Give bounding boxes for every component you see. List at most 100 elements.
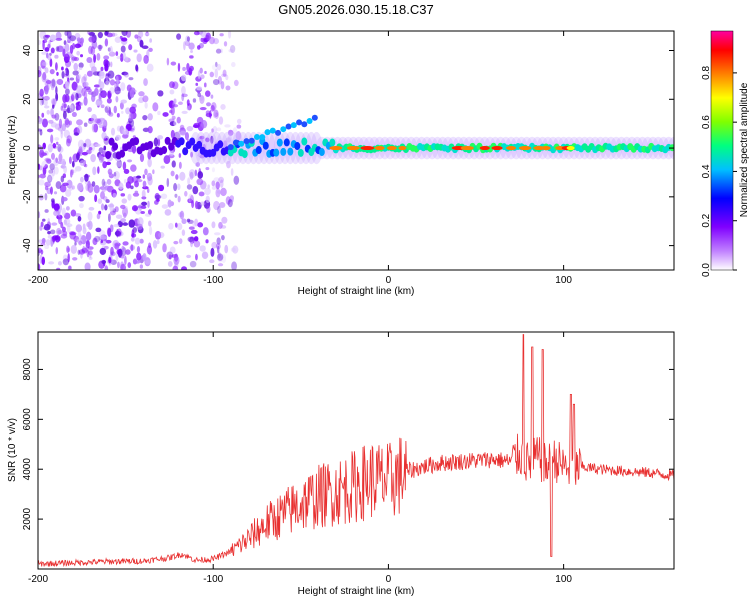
noise-blob [212,38,220,45]
noise-blob [71,185,75,190]
noise-blob [181,93,188,98]
noise-blob [115,253,119,262]
noise-blob [202,227,209,236]
noise-blob [138,97,144,104]
noise-blob [136,245,141,253]
noise-blob [104,204,108,211]
noise-blob [207,184,210,189]
noise-blob [38,211,41,219]
ridge-hotspot [398,146,407,151]
noise-blob [134,260,141,264]
noise-blob [215,181,220,190]
noise-blob [44,67,49,74]
noise-blob [141,201,148,206]
spectrogram-frame [37,30,675,271]
ridge-halo [305,131,318,165]
noise-blob [232,245,239,254]
noise-blob [44,192,48,201]
noise-blob [84,86,92,91]
noise-blob [41,118,48,128]
noise-blob [115,75,119,83]
noise-blob [82,226,87,235]
noise-blob [60,175,65,183]
noise-blob [222,69,227,77]
noise-blob [38,163,41,170]
noise-blob [38,194,44,201]
noise-blob [230,168,234,176]
noise-blob [194,200,199,210]
noise-blob [147,126,153,134]
noise-blob [139,153,145,163]
noise-blob [78,62,84,69]
noise-blob [158,184,165,192]
noise-blob [94,87,99,96]
noise-blob [219,33,224,37]
noise-blob [211,167,215,173]
noise-blob [39,173,46,179]
noise-blob [105,239,112,244]
noise-blob [123,179,127,184]
noise-blob [47,143,53,153]
noise-blob [94,143,101,147]
noise-blob [98,230,106,237]
noise-blob [88,45,93,55]
noise-blob [76,85,83,94]
noise-blob [61,196,68,202]
noise-blob [104,31,109,36]
noise-blob [181,110,188,114]
noise-blob [94,194,98,203]
noise-blob [195,82,199,86]
noise-blob [84,173,89,182]
noise-blob [130,89,137,93]
noise-blob [39,129,43,136]
noise-blob [181,92,185,102]
noise-blob [211,64,218,71]
noise-blob [105,199,110,204]
noise-blob [108,112,114,117]
noise-blob [110,246,114,256]
noise-blob [148,47,153,52]
noise-blob [179,210,185,220]
noise-blob [170,129,175,139]
noise-blob [49,79,56,89]
noise-blob [93,123,99,133]
noise-blob [182,66,186,72]
noise-blob [88,206,95,211]
noise-blob [218,255,223,263]
noise-blob [46,84,49,93]
noise-blob [114,243,120,250]
noise-blob [65,223,73,228]
noise-blob [206,102,211,107]
noise-blob [148,246,152,255]
noise-blob [193,240,201,248]
noise-blob [112,32,118,37]
noise-blob [47,230,51,235]
noise-blob [57,261,62,266]
ridge-cell [255,146,262,155]
ridge-cell [112,142,119,151]
noise-blob [147,113,153,121]
noise-blob [193,31,200,36]
noise-blob [147,176,153,186]
noise-blob [109,210,116,216]
noise-blob [91,181,96,187]
noise-blob [107,70,115,79]
noise-blob [205,32,211,41]
noise-blob [109,45,113,55]
noise-blob [136,53,142,63]
ridge-hotspot [329,146,343,151]
noise-blob [169,89,175,95]
noise-blob [211,180,216,187]
noise-blob [170,61,177,66]
noise-blob [64,56,69,64]
noise-blob [50,134,54,144]
noise-blob [131,144,137,154]
noise-blob [189,171,194,180]
noise-blob [167,261,173,267]
noise-blob [163,155,171,165]
noise-blob [69,104,74,112]
noise-blob [50,186,53,195]
noise-blob [215,188,221,198]
noise-blob [109,79,116,86]
noise-blob [69,231,76,236]
